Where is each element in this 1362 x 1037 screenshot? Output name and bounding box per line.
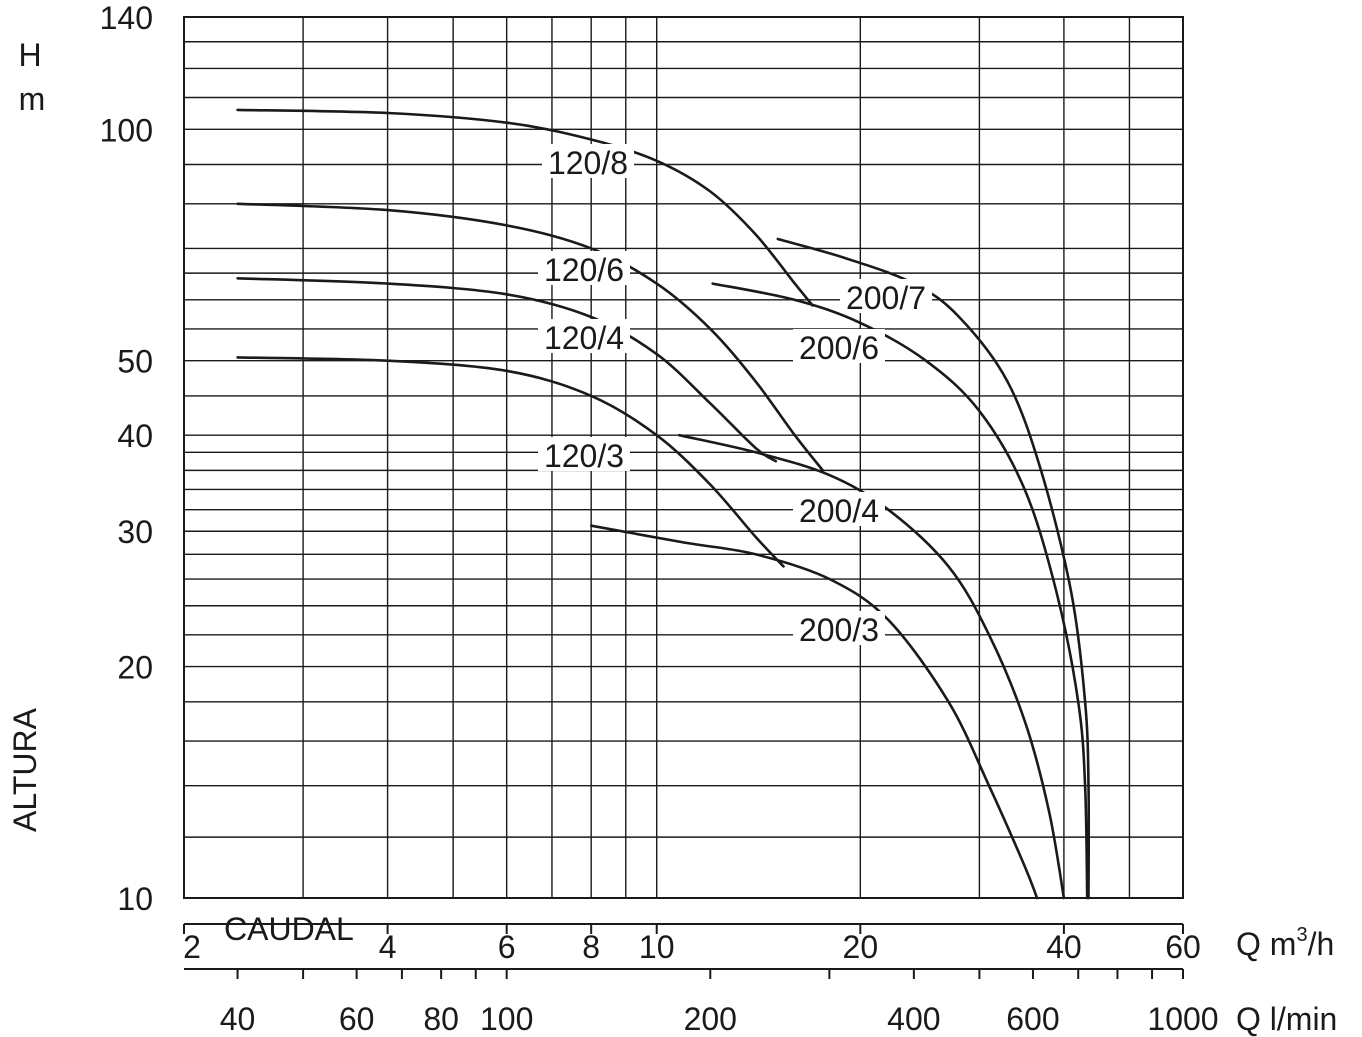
x-tick-label-m3h: 40	[1046, 929, 1082, 965]
x-tick-label-lmin: 400	[887, 1001, 940, 1037]
y-tick-label: 50	[117, 344, 153, 380]
curve-label-bg	[538, 251, 630, 285]
x-tick-label-lmin: 60	[339, 1001, 375, 1037]
series-line-120-6	[236, 202, 825, 472]
curve-label-120-8: 120/8	[548, 145, 628, 181]
x-tick-label-m3h: 20	[843, 929, 879, 965]
curve-label-bg	[840, 279, 932, 313]
y-tick-label: 20	[117, 650, 153, 686]
x-tick-label-lmin: 1000	[1147, 1001, 1218, 1037]
curve-label-bg	[538, 437, 630, 471]
series-line-120-4	[236, 277, 778, 463]
y-tick-label: 40	[117, 418, 153, 454]
curve-label-bg	[793, 492, 885, 526]
x-tick-label-m3h: 10	[639, 929, 675, 965]
y-tick-label: 10	[117, 881, 153, 917]
y-axis-symbol: H	[18, 37, 41, 73]
y-tick-label: 30	[117, 514, 153, 550]
curve-label-200-4: 200/4	[799, 493, 879, 529]
performance-curves	[236, 108, 1091, 900]
x-tick-label-lmin: 80	[423, 1001, 459, 1037]
series-line-200-4	[678, 433, 1066, 900]
curve-label-200-7: 200/7	[846, 280, 926, 316]
curve-label-bg	[793, 329, 885, 363]
y-axis-side-label: ALTURA	[7, 707, 43, 832]
curve-label-bg	[793, 611, 885, 645]
x-tick-label-m3h: 60	[1165, 929, 1201, 965]
x-axis-m3h: 2 4 6 8 10 20 40 60	[183, 923, 1201, 965]
x-tick-label-lmin: 100	[480, 1001, 533, 1037]
curve-label-bg	[542, 144, 634, 178]
curve-label-bg	[538, 319, 630, 353]
x-axis-lmin: 40 60 80 100 200 400 600 1000	[184, 968, 1219, 1037]
caudal-label: CAUDAL	[224, 911, 354, 947]
x-tick-label-m3h: 2	[183, 929, 201, 965]
series-line-120-3	[236, 356, 785, 568]
x-axis-lmin-label: Q l/min	[1236, 1001, 1337, 1037]
x-tick-label-lmin: 200	[684, 1001, 737, 1037]
curve-label-120-3: 120/3	[544, 438, 624, 474]
series-line-200-3	[589, 524, 1039, 900]
curve-label-200-6: 200/6	[799, 330, 879, 366]
series-line-200-7	[776, 237, 1091, 900]
curve-label-120-4: 120/4	[544, 320, 624, 356]
x-axis-m3h-label: Q m3/h	[1236, 924, 1334, 962]
curve-label-200-3: 200/3	[799, 612, 879, 648]
curve-label-120-6: 120/6	[544, 252, 624, 288]
series-line-200-6	[711, 282, 1089, 900]
y-tick-label: 100	[100, 112, 153, 148]
y-axis-unit: m	[19, 81, 46, 117]
x-tick-label-lmin: 40	[220, 1001, 256, 1037]
x-tick-label-m3h: 6	[498, 929, 516, 965]
curve-labels: 120/8 120/6 120/4 120/3 200/7 200/6 200/4 200/3	[538, 144, 932, 648]
y-axis-ticks: 10 20 30 40 50 100 140	[100, 0, 153, 917]
x-tick-label-m3h: 4	[379, 929, 397, 965]
plot-frame	[183, 16, 1184, 899]
x-tick-label-lmin: 600	[1006, 1001, 1059, 1037]
y-tick-label: 140	[100, 0, 153, 36]
x-tick-label-m3h: 8	[582, 929, 600, 965]
